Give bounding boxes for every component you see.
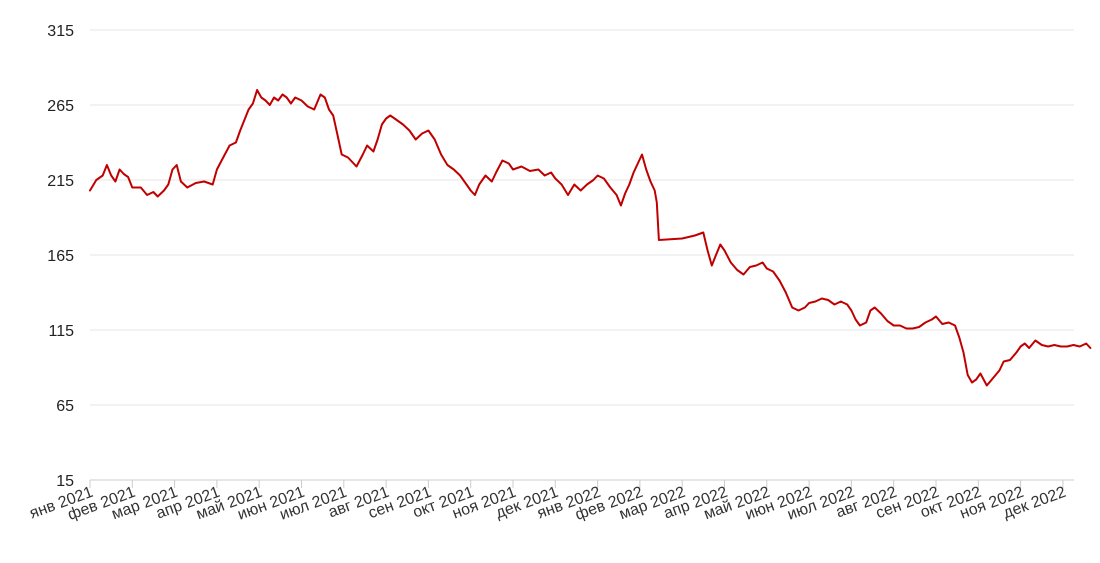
y-tick-label: 15	[56, 473, 74, 490]
grid-layer	[89, 29, 1074, 488]
series-line	[89, 89, 1092, 387]
series-layer	[89, 89, 1092, 387]
y-tick-label: 115	[48, 323, 74, 340]
y-tick-label: 165	[47, 248, 74, 265]
y-tick-label: 215	[47, 173, 74, 190]
y-tick-label: 265	[47, 98, 74, 115]
y-axis-tick-labels: 315 265 215 165 115 65 15	[47, 23, 74, 490]
y-tick-label: 65	[56, 398, 74, 415]
y-tick-label: 315	[47, 23, 74, 40]
